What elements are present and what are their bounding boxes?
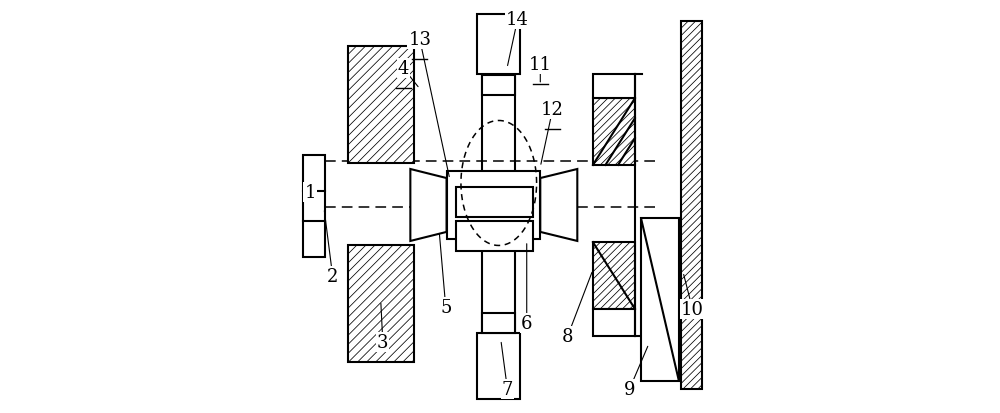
Bar <box>456 188 533 218</box>
Text: 10: 10 <box>681 300 704 318</box>
Bar <box>593 242 635 309</box>
Bar <box>593 99 635 166</box>
Bar <box>447 172 540 239</box>
Polygon shape <box>410 170 447 241</box>
Bar <box>477 333 520 399</box>
Bar <box>482 313 515 333</box>
Bar <box>477 14 520 75</box>
Bar <box>641 219 679 381</box>
Text: 2: 2 <box>327 267 338 285</box>
Text: 5: 5 <box>440 298 451 316</box>
Text: 9: 9 <box>624 380 635 398</box>
Bar <box>593 309 635 336</box>
Bar <box>303 155 325 258</box>
Bar <box>348 47 414 164</box>
Text: 3: 3 <box>377 333 389 351</box>
Bar <box>681 22 702 389</box>
Text: 4: 4 <box>398 60 409 78</box>
Text: 12: 12 <box>541 101 564 119</box>
Bar <box>593 74 635 99</box>
Text: 13: 13 <box>408 31 431 49</box>
Text: 6: 6 <box>521 314 532 332</box>
Bar <box>456 222 533 251</box>
Text: 8: 8 <box>562 327 574 345</box>
Text: 14: 14 <box>506 11 529 29</box>
Polygon shape <box>540 170 577 241</box>
Text: 11: 11 <box>529 56 552 74</box>
Bar <box>348 245 414 362</box>
Text: 7: 7 <box>502 380 513 398</box>
Text: 1: 1 <box>304 183 316 201</box>
Bar <box>482 76 515 96</box>
